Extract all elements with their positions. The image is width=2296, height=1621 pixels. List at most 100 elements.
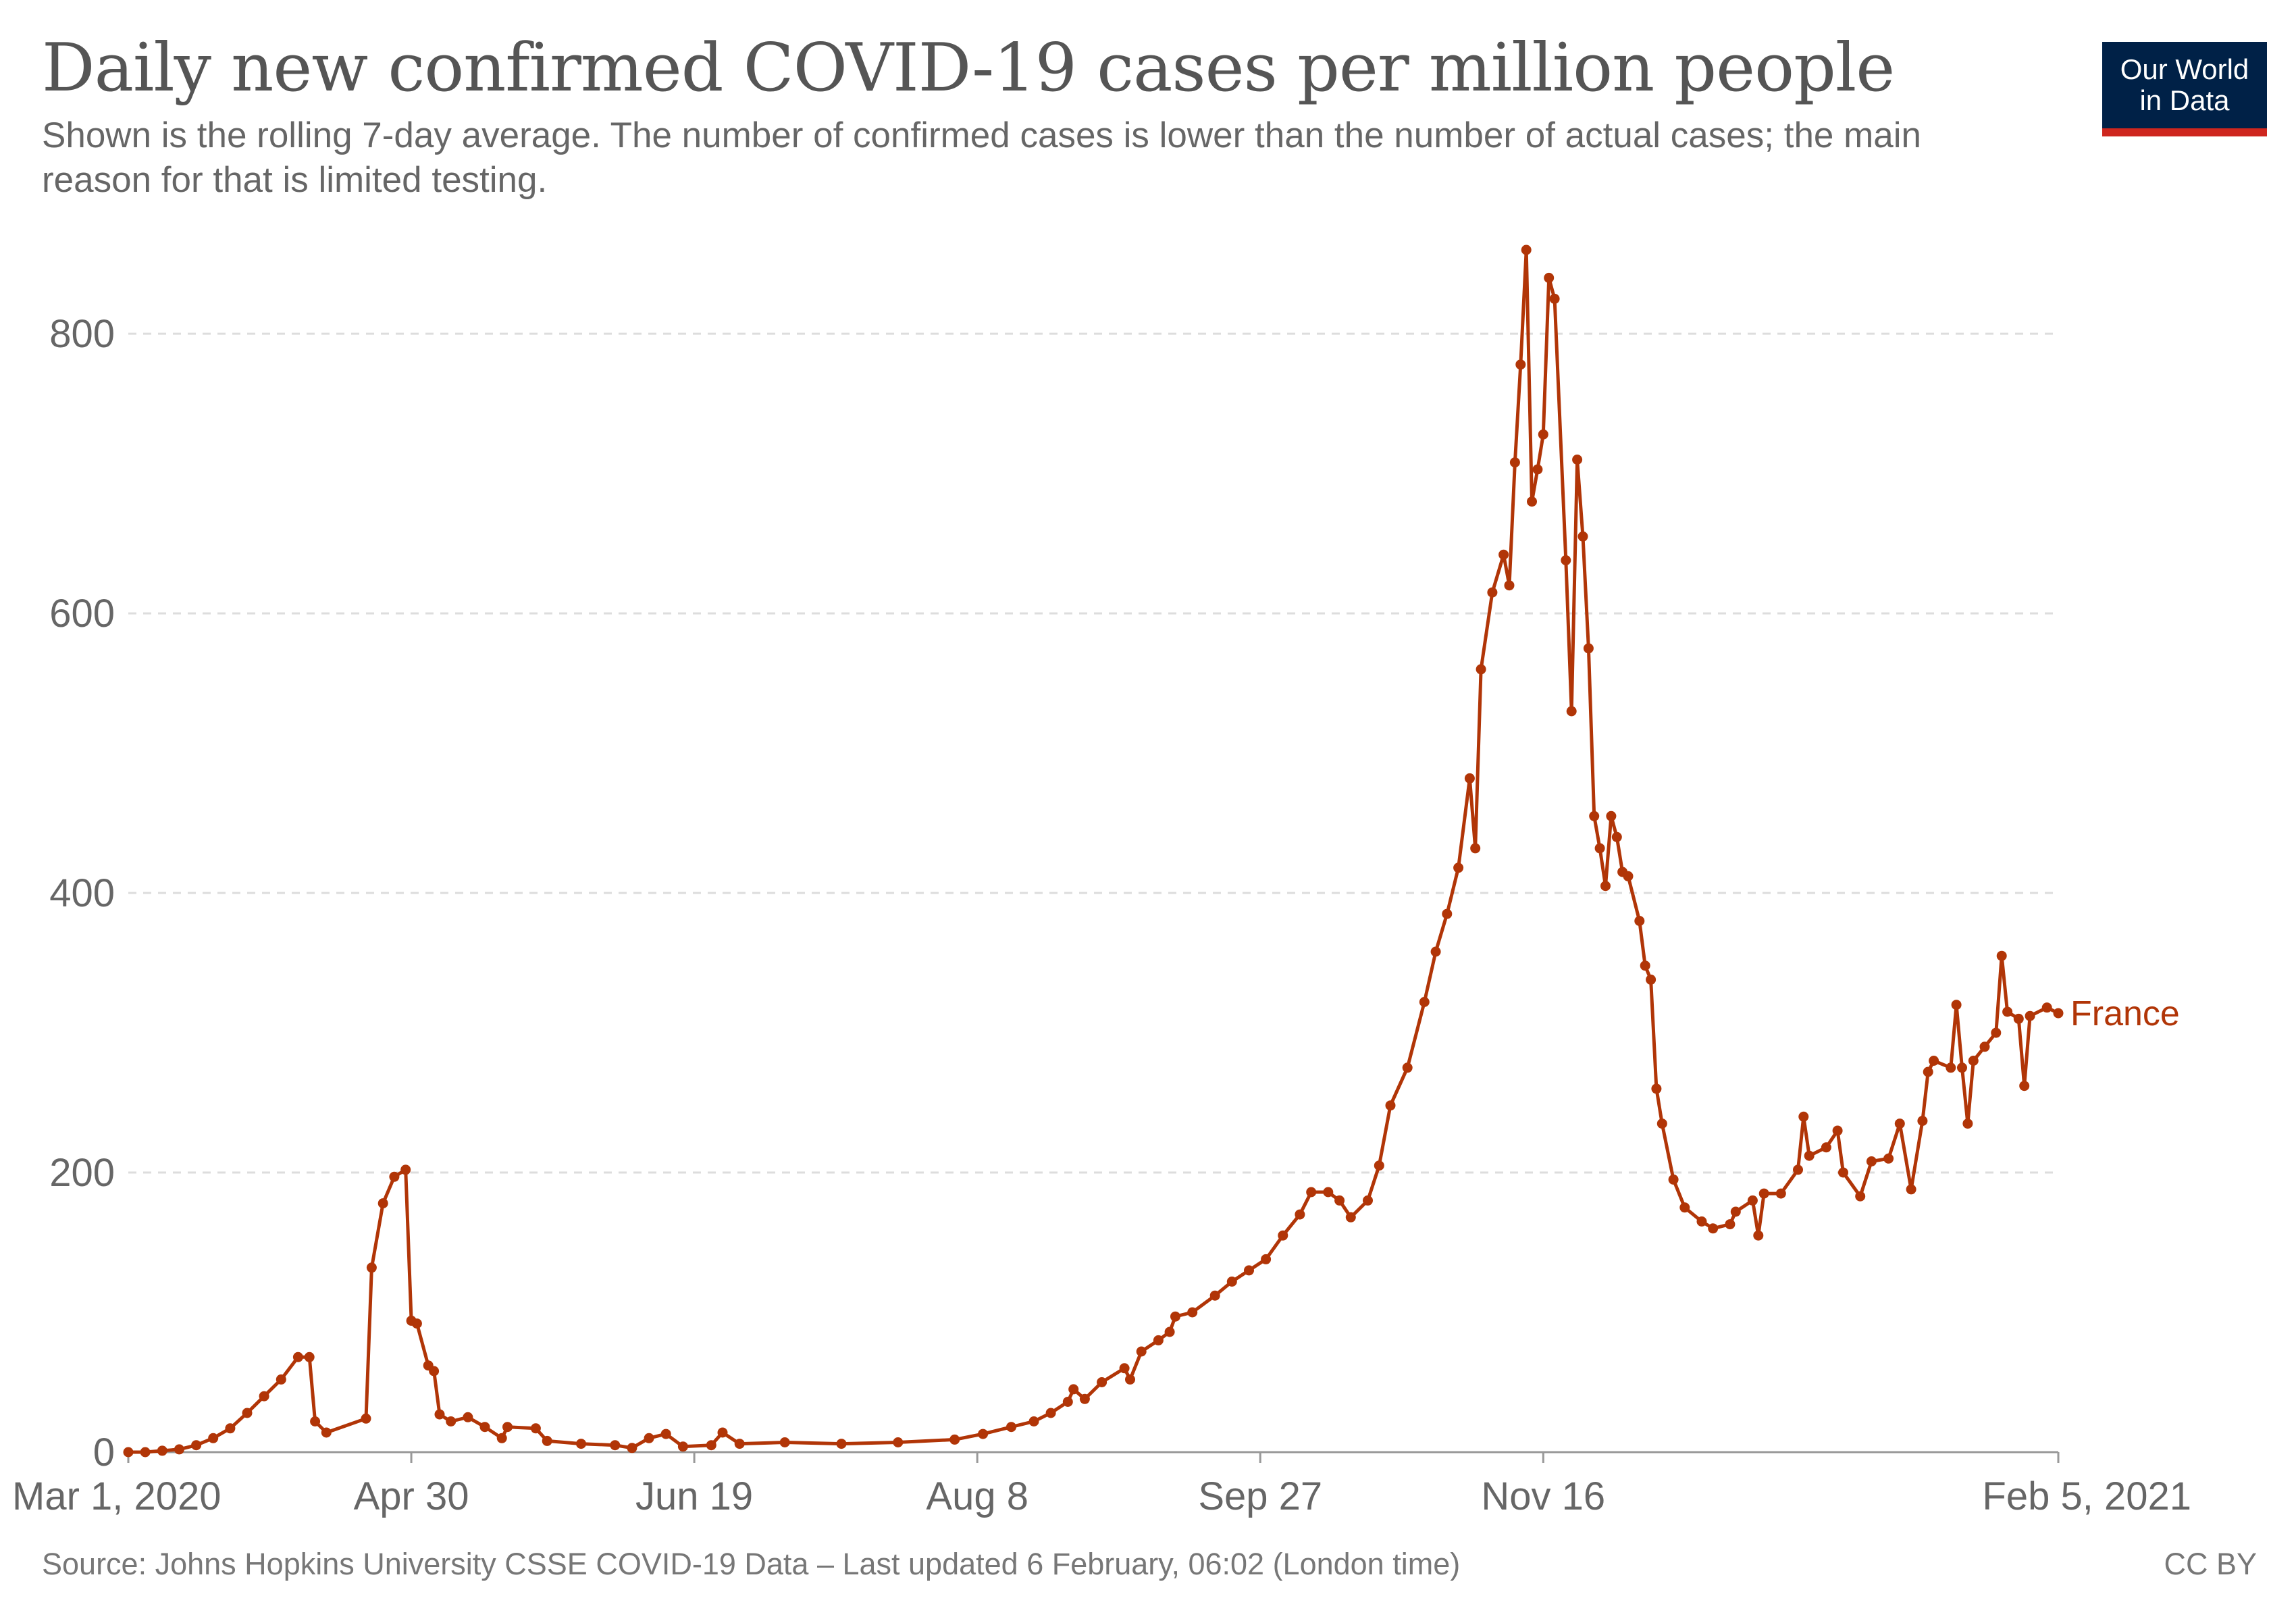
data-point[interactable] <box>1883 1153 1894 1164</box>
data-point[interactable] <box>1006 1422 1016 1433</box>
data-point[interactable] <box>1917 1116 1928 1126</box>
data-point[interactable] <box>1957 1062 1967 1073</box>
data-point[interactable] <box>1753 1230 1764 1241</box>
data-point[interactable] <box>400 1164 411 1175</box>
data-point[interactable] <box>123 1447 134 1458</box>
series-line-france[interactable] <box>128 248 2060 1454</box>
data-point[interactable] <box>1226 1277 1237 1287</box>
data-point[interactable] <box>644 1433 654 1443</box>
data-point[interactable] <box>1646 974 1656 985</box>
data-point[interactable] <box>1374 1160 1384 1171</box>
data-point[interactable] <box>2002 1006 2013 1017</box>
data-point[interactable] <box>1798 1111 1809 1122</box>
data-point[interactable] <box>304 1352 315 1362</box>
data-point[interactable] <box>779 1437 790 1447</box>
data-point[interactable] <box>1640 960 1650 971</box>
data-point[interactable] <box>1170 1311 1180 1322</box>
data-point[interactable] <box>1487 587 1498 598</box>
data-point[interactable] <box>1906 1184 1916 1195</box>
data-point[interactable] <box>292 1352 303 1362</box>
data-point[interactable] <box>1991 1027 2002 1038</box>
data-point[interactable] <box>1187 1307 1198 1318</box>
data-point[interactable] <box>225 1423 236 1434</box>
data-point[interactable] <box>1306 1187 1317 1198</box>
data-point[interactable] <box>1923 1066 1933 1077</box>
data-point[interactable] <box>1894 1118 1905 1129</box>
data-point[interactable] <box>1079 1393 1090 1404</box>
data-point[interactable] <box>1962 1118 1973 1129</box>
data-point[interactable] <box>496 1433 507 1443</box>
data-point[interactable] <box>1804 1150 1815 1161</box>
data-point[interactable] <box>502 1422 513 1433</box>
data-point[interactable] <box>1153 1335 1164 1345</box>
data-point[interactable] <box>1498 549 1509 560</box>
data-point[interactable] <box>1577 531 1588 542</box>
data-point[interactable] <box>1594 843 1605 854</box>
data-point[interactable] <box>706 1440 716 1451</box>
data-point[interactable] <box>1278 1230 1288 1241</box>
data-point[interactable] <box>276 1374 286 1385</box>
data-point[interactable] <box>259 1391 269 1401</box>
data-point[interactable] <box>140 1447 151 1458</box>
data-point[interactable] <box>978 1429 989 1439</box>
data-point[interactable] <box>677 1441 688 1452</box>
data-point[interactable] <box>1708 1223 1719 1234</box>
data-point[interactable] <box>1583 643 1594 654</box>
data-point[interactable] <box>174 1444 184 1455</box>
data-point[interactable] <box>1295 1209 1305 1220</box>
data-point[interactable] <box>2013 1013 2024 1024</box>
data-point[interactable] <box>1730 1206 1741 1217</box>
data-point[interactable] <box>1758 1188 1769 1199</box>
data-point[interactable] <box>1476 664 1486 675</box>
data-point[interactable] <box>1470 843 1481 854</box>
data-point[interactable] <box>660 1429 671 1439</box>
data-point[interactable] <box>1345 1212 1356 1223</box>
data-point[interactable] <box>1385 1100 1396 1111</box>
data-point[interactable] <box>1668 1174 1679 1185</box>
data-point[interactable] <box>1532 464 1543 475</box>
data-point[interactable] <box>1119 1363 1130 1374</box>
data-point[interactable] <box>1164 1327 1175 1337</box>
data-point[interactable] <box>321 1427 332 1438</box>
data-point[interactable] <box>1402 1062 1413 1073</box>
data-point[interactable] <box>446 1416 456 1426</box>
data-point[interactable] <box>1515 359 1526 370</box>
data-point[interactable] <box>1696 1216 1707 1227</box>
data-point[interactable] <box>1832 1125 1843 1136</box>
data-point[interactable] <box>1656 1118 1667 1129</box>
data-point[interactable] <box>2041 1002 2052 1013</box>
data-point[interactable] <box>2019 1081 2030 1091</box>
data-point[interactable] <box>627 1443 637 1453</box>
data-point[interactable] <box>1334 1195 1345 1206</box>
data-point[interactable] <box>411 1318 422 1329</box>
data-point[interactable] <box>1561 555 1571 565</box>
data-point[interactable] <box>1442 908 1453 919</box>
data-point[interactable] <box>1979 1041 1990 1052</box>
data-point[interactable] <box>1521 245 1532 255</box>
data-point[interactable] <box>893 1437 904 1447</box>
data-point[interactable] <box>1527 496 1537 507</box>
data-point[interactable] <box>610 1440 621 1451</box>
data-point[interactable] <box>734 1439 745 1449</box>
data-point[interactable] <box>389 1171 400 1182</box>
data-point[interactable] <box>191 1440 202 1451</box>
data-point[interactable] <box>1679 1202 1690 1213</box>
data-point[interactable] <box>2053 1008 2064 1019</box>
data-point[interactable] <box>1775 1188 1786 1199</box>
data-point[interactable] <box>1929 1056 1939 1066</box>
data-point[interactable] <box>1244 1265 1254 1276</box>
data-point[interactable] <box>1125 1374 1135 1385</box>
data-point[interactable] <box>836 1439 847 1449</box>
data-point[interactable] <box>377 1198 388 1209</box>
data-point[interactable] <box>1544 272 1555 283</box>
data-point[interactable] <box>434 1409 445 1420</box>
data-point[interactable] <box>479 1422 490 1433</box>
data-point[interactable] <box>1589 810 1600 821</box>
data-point[interactable] <box>1028 1416 1039 1426</box>
data-point[interactable] <box>1430 946 1441 957</box>
data-point[interactable] <box>576 1439 586 1449</box>
data-point[interactable] <box>1611 831 1622 842</box>
data-point[interactable] <box>1509 457 1520 468</box>
data-point[interactable] <box>310 1416 321 1426</box>
data-point[interactable] <box>1651 1083 1662 1094</box>
